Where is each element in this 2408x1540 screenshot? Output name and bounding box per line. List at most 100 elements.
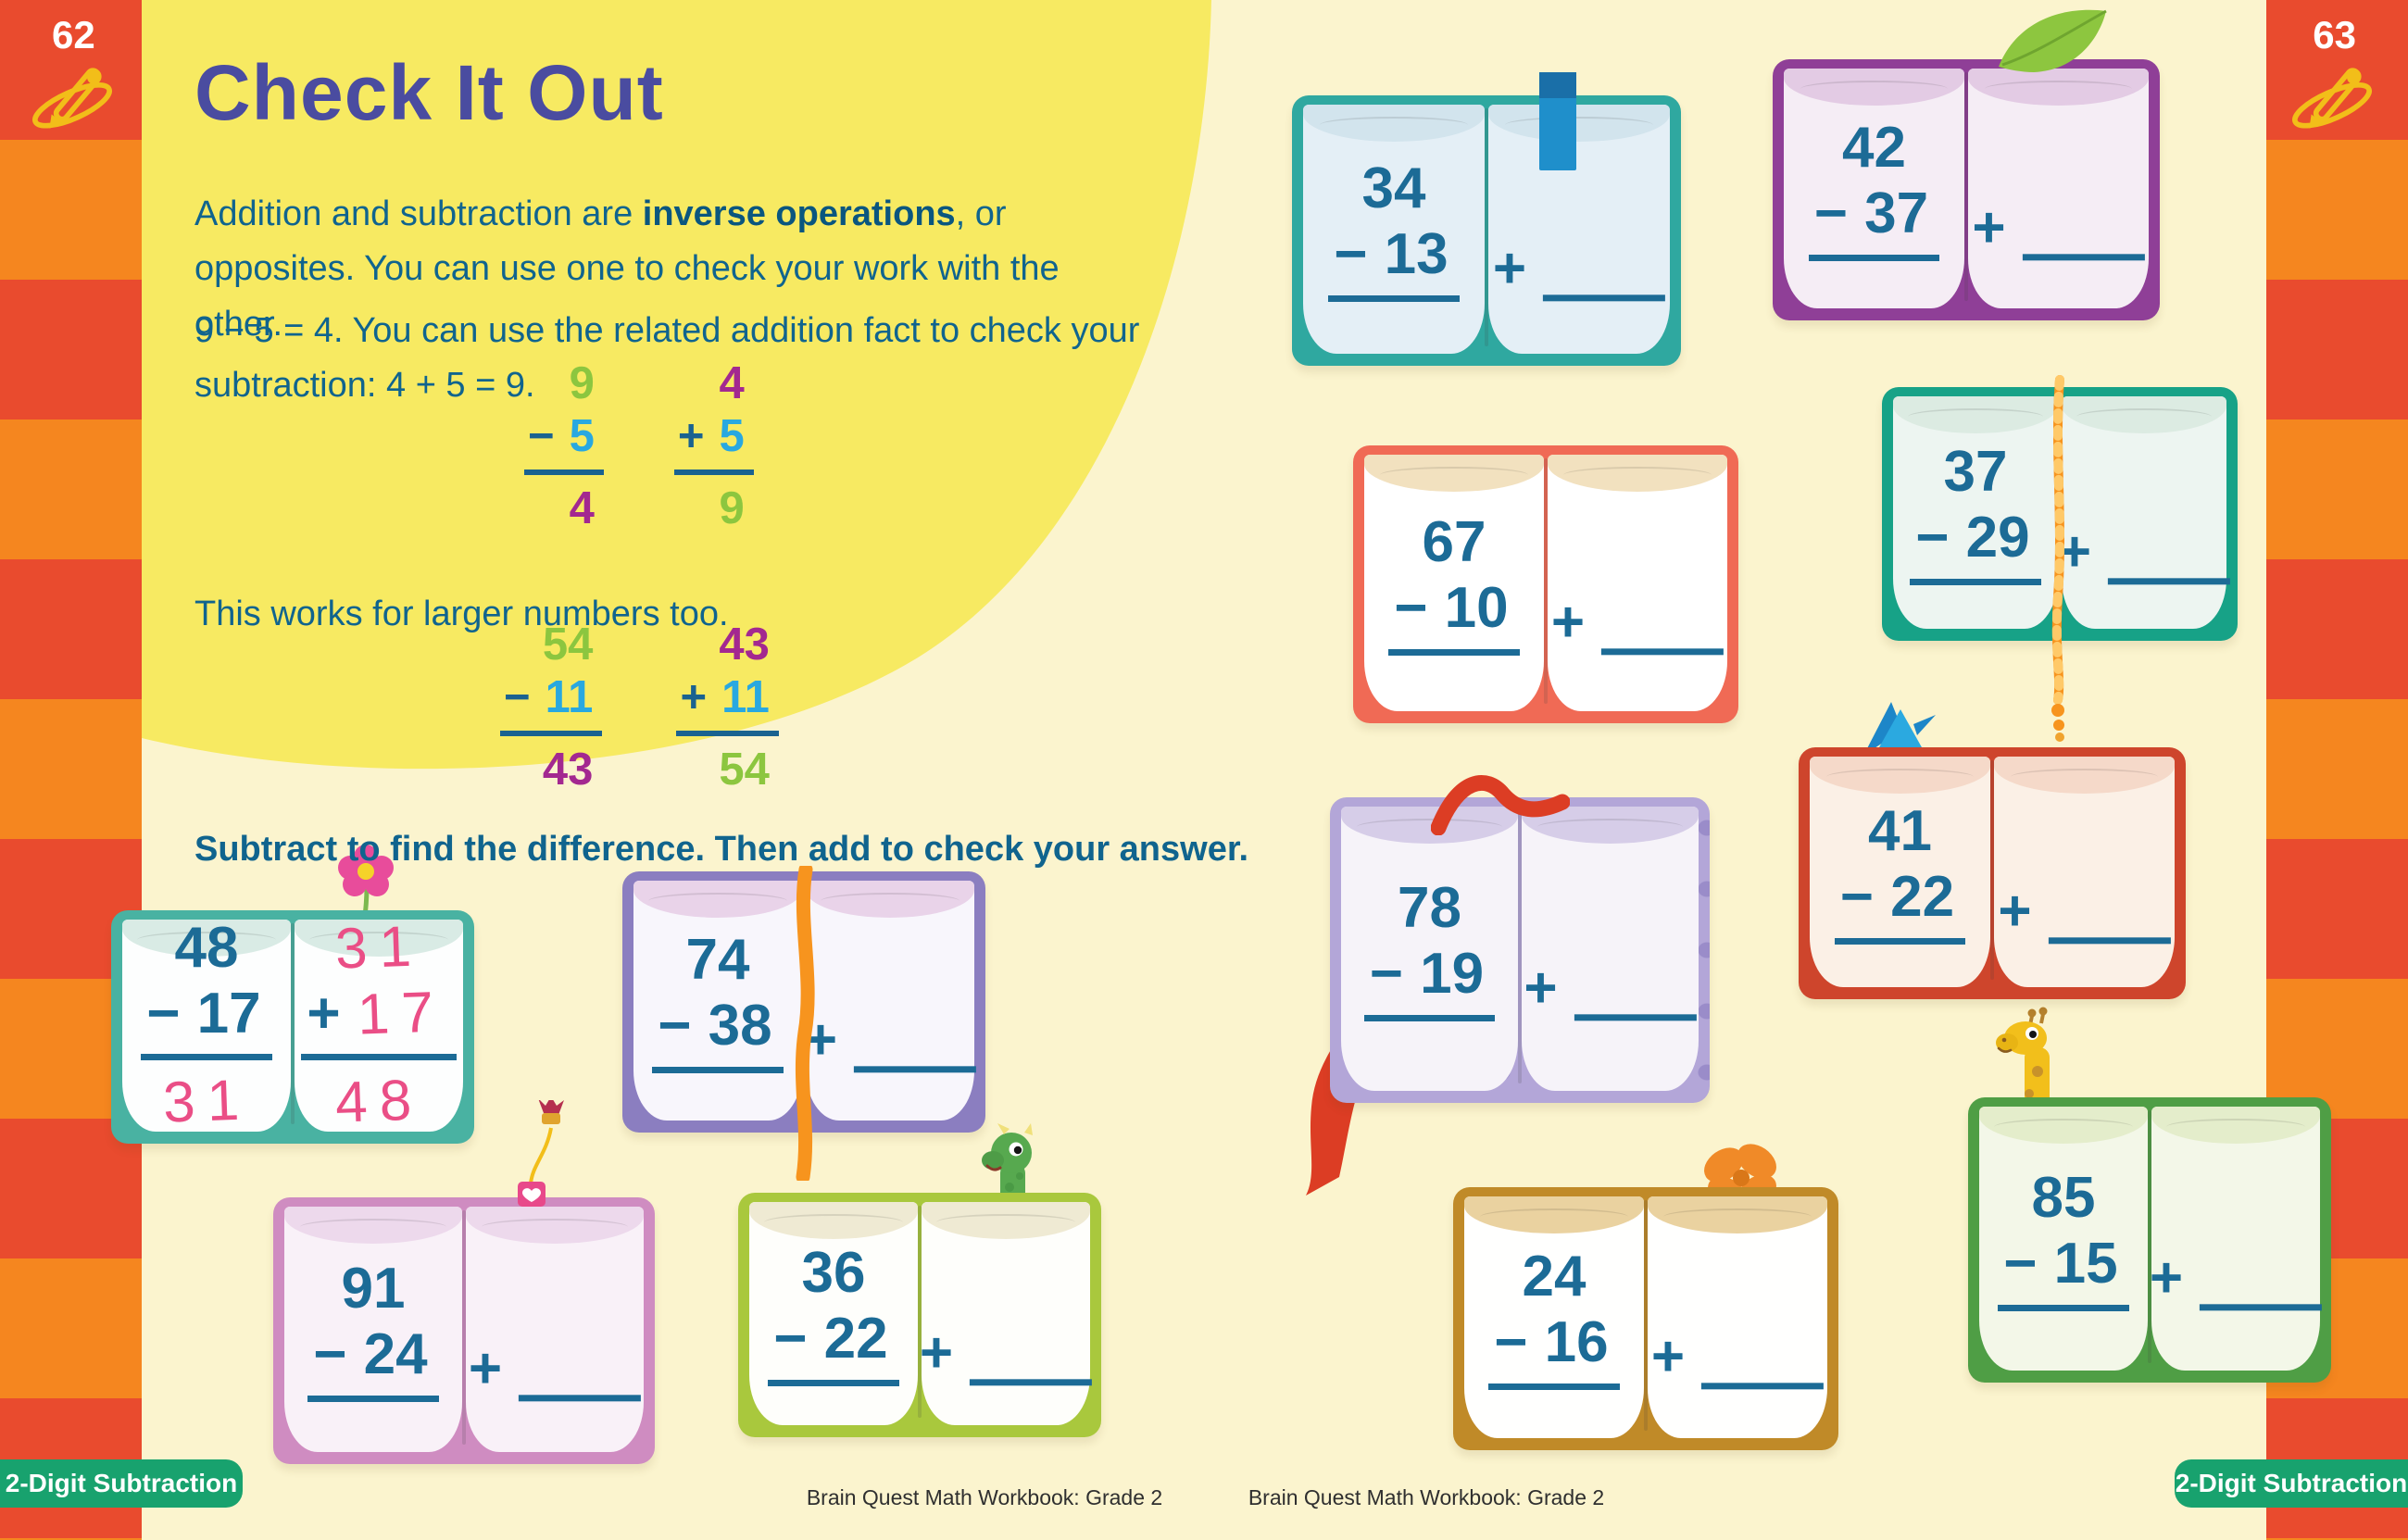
example-result: 54	[719, 744, 770, 795]
book-85-15: 85 −15 +	[1968, 1097, 2331, 1383]
minus-sign: −	[773, 1307, 808, 1371]
book-page-left: 67 −10	[1364, 455, 1544, 711]
example-top: 9	[569, 358, 595, 408]
operator: +	[677, 410, 705, 461]
answer-blank	[2200, 1300, 2323, 1311]
example-column: 9 −5 4	[524, 357, 604, 534]
minuend: 48	[174, 916, 239, 980]
plus-sign: +	[1998, 878, 2032, 943]
book-page-right: 31 +17 48	[295, 914, 463, 1135]
plus-sign: +	[1524, 955, 1558, 1020]
red-ribbon-loop-icon	[1431, 775, 1570, 835]
book-page-right: +	[919, 1202, 1093, 1425]
subtrahend: 19	[1420, 942, 1485, 1006]
page-number-left: 62	[52, 13, 95, 56]
book-page-left: 91 −24	[284, 1207, 462, 1452]
minuend: 85	[2031, 1166, 2096, 1231]
operand: 11	[545, 671, 594, 722]
operand: 11	[721, 671, 770, 722]
larger-numbers-sentence: This works for larger numbers too.	[194, 595, 729, 633]
operand: 5	[569, 410, 595, 461]
book-spine	[291, 923, 295, 1124]
book-page-left: 34 −13	[1303, 105, 1485, 354]
book-spine	[462, 1210, 466, 1445]
book-page-right: +	[804, 881, 977, 1121]
book-spine	[1964, 72, 1968, 301]
subtrahend: 22	[823, 1307, 888, 1371]
tassel-heart-charm-icon	[518, 1100, 564, 1207]
plus-sign: +	[1492, 235, 1527, 300]
answer-blank	[1543, 291, 1666, 302]
answer-blank	[519, 1391, 642, 1402]
origami-bird-icon	[1863, 702, 1936, 756]
book-page-left: 74 −38	[633, 881, 802, 1121]
book-24-16: 24 −16 +	[1453, 1187, 1838, 1450]
subtrahend: 13	[1384, 222, 1449, 286]
minus-sign: −	[658, 994, 692, 1058]
book-spine	[2148, 1110, 2151, 1363]
handwritten-check-top: 31	[333, 914, 424, 982]
book-48-17: 48 −17 31 31 +17 48	[111, 910, 474, 1144]
pencil-atom-icon	[32, 68, 112, 129]
worked-example-single-digit: 9 −5 4 4 +5 9	[524, 357, 754, 534]
subtrahend: 22	[1890, 865, 1955, 929]
book-page-left: 48 −17 31	[122, 916, 291, 1135]
book-page-left: 41 −22	[1810, 757, 1990, 987]
orange-ribbon-icon	[795, 866, 815, 1181]
book-page-right: +	[1548, 455, 1727, 711]
minuend: 67	[1422, 510, 1486, 575]
minus-sign: −	[1839, 865, 1875, 929]
book-36-22: 36 −22 +	[738, 1193, 1101, 1437]
minuend: 34	[1361, 157, 1426, 221]
book-spine	[1644, 1200, 1648, 1431]
book-page-right: +	[1994, 757, 2175, 987]
book-page-left: 42 −37	[1784, 69, 1964, 308]
book-34-13: 34 −13 +	[1292, 95, 1681, 366]
book-page-left: 24 −16	[1464, 1196, 1644, 1438]
example-column: 43 +11 54	[676, 619, 779, 795]
pencil-atom-icon	[2292, 68, 2372, 129]
subtrahend: 15	[2053, 1232, 2118, 1296]
minus-sign: −	[1369, 942, 1404, 1006]
answer-blank	[1601, 645, 1724, 656]
example-top: 54	[542, 620, 594, 670]
minus-sign: −	[1494, 1310, 1528, 1374]
plus-sign: +	[919, 1320, 954, 1384]
example-result: 43	[542, 744, 594, 795]
answer-blank	[854, 1062, 977, 1073]
answer-blank	[2022, 250, 2145, 261]
subtrahend: 38	[708, 994, 772, 1058]
lesson-title: Check It Out	[194, 49, 664, 136]
book-spine	[1485, 108, 1488, 346]
book-spine	[918, 1206, 922, 1418]
answer-blank	[1701, 1379, 1825, 1390]
book-page-right: +	[1968, 69, 2149, 308]
book-page-right: +	[1522, 807, 1699, 1091]
page-number-right: 63	[2313, 13, 2356, 56]
subtrahend: 10	[1444, 576, 1509, 640]
book-spine	[1518, 810, 1522, 1083]
answer-blank	[970, 1375, 1093, 1386]
example-top: 43	[719, 620, 770, 670]
operand: 5	[719, 410, 745, 461]
section-tab-left: 2-Digit Subtraction	[0, 1459, 243, 1508]
answer-blank	[2048, 933, 2171, 945]
pink-flower-icon	[338, 845, 394, 924]
book-page-left: 85 −15	[1979, 1107, 2148, 1371]
example-column: 54 −11 43	[500, 619, 603, 795]
minuend: 74	[685, 928, 750, 993]
answer-blank	[2108, 574, 2231, 585]
minus-sign: −	[1813, 182, 1849, 245]
minus-sign: −	[2003, 1232, 2038, 1296]
book-page-right: +	[1648, 1196, 1827, 1438]
book-spine	[1544, 458, 1548, 704]
example-result: 9	[719, 482, 745, 533]
activity-instruction: Subtract to find the difference. Then ad…	[194, 830, 1249, 869]
example-top: 4	[719, 358, 745, 408]
plus-sign: +	[1650, 1323, 1686, 1388]
intro-paragraph: Addition and subtraction are inverse ope…	[194, 194, 1060, 344]
operator: −	[528, 410, 555, 461]
minuend: 36	[801, 1241, 866, 1306]
minuend: 42	[1842, 116, 1906, 181]
book-41-22: 41 −22 +	[1799, 747, 2186, 999]
